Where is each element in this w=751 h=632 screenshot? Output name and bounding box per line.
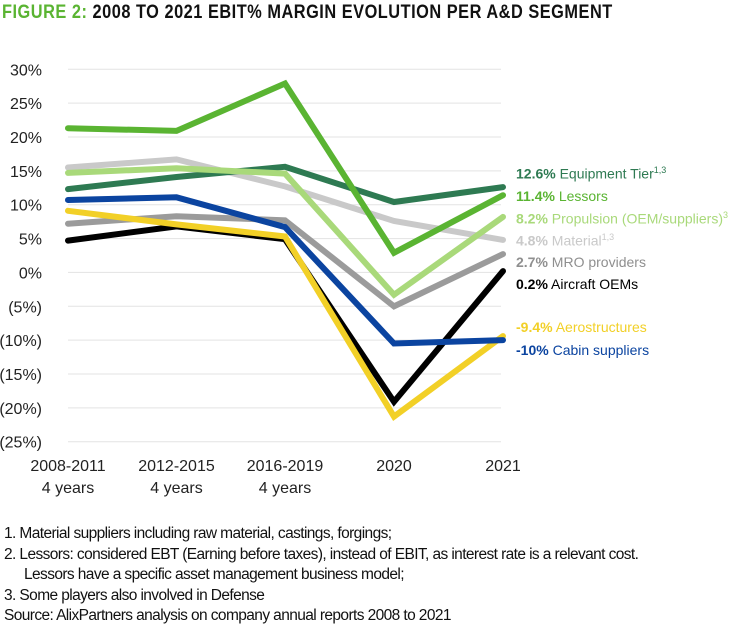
figure-title: FIGURE 2: 2008 TO 2021 EBIT% MARGIN EVOL… bbox=[2, 2, 613, 24]
series-line-propulsion-oem-suppliers- bbox=[65, 165, 506, 299]
series-line-cabin-suppliers bbox=[65, 194, 506, 347]
series-name: Cabin suppliers bbox=[548, 342, 650, 358]
series-line-lessors bbox=[65, 79, 506, 257]
series-label: 8.2% Propulsion (OEM/suppliers)3 bbox=[516, 210, 728, 227]
series-end-value: -10% bbox=[516, 342, 549, 358]
series-end-value: 0.2% bbox=[516, 276, 548, 292]
footnote-ref: 1,3 bbox=[601, 232, 615, 242]
series-end-value: 4.8% bbox=[516, 232, 548, 249]
series-name: Aerostructures bbox=[552, 319, 647, 335]
footnotes: 1. Material suppliers including raw mate… bbox=[4, 524, 639, 627]
x-tick-label: 2012-2015 bbox=[138, 458, 215, 475]
series-name: Lessors bbox=[554, 188, 608, 204]
footnote-3: 3. Some players also involved in Defense bbox=[4, 586, 265, 604]
y-tick-label: 25% bbox=[10, 96, 42, 113]
series-name: Aircraft OEMs bbox=[547, 276, 639, 292]
series-label: 4.8% Material1,3 bbox=[516, 232, 614, 249]
line-chart: 30% 25% 20% 15% 10% 5% 0% (5%) (10%) (15%) (20%) (2… bbox=[0, 62, 521, 497]
series-name: Propulsion (OEM/suppliers) bbox=[547, 210, 723, 227]
series-label: -10% Cabin suppliers bbox=[516, 342, 649, 358]
y-tick-label: 10% bbox=[10, 198, 42, 215]
series-name: Equipment Tier bbox=[555, 165, 654, 182]
series-name: Material bbox=[547, 232, 602, 249]
source-note: Source: AlixPartners analysis on company… bbox=[4, 607, 451, 625]
series-label: 12.6% Equipment Tier1,3 bbox=[516, 165, 666, 182]
footnote-ref: 1,3 bbox=[653, 165, 667, 175]
series-end-value: -9.4% bbox=[516, 319, 553, 335]
y-tick-label: (5%) bbox=[8, 299, 42, 316]
series-line-equipment-tier bbox=[65, 163, 506, 206]
y-tick-label: 0% bbox=[19, 265, 42, 282]
series-label: 11.4% Lessors bbox=[516, 188, 608, 204]
series-end-value: 12.6% bbox=[516, 165, 556, 182]
y-tick-label: 5% bbox=[19, 232, 42, 249]
figure-title-text: 2008 TO 2021 EBIT% MARGIN EVOLUTION PER … bbox=[92, 2, 613, 23]
y-tick-label: (15%) bbox=[0, 367, 42, 384]
x-tick-label: 4 years bbox=[150, 480, 202, 497]
series-line-aircraft-oems bbox=[65, 223, 506, 407]
series-end-value: 11.4% bbox=[516, 188, 555, 204]
y-tick-label: (20%) bbox=[0, 401, 42, 418]
y-tick-label: 15% bbox=[10, 164, 42, 181]
y-tick-label: 30% bbox=[10, 62, 42, 79]
footnote-ref: 3 bbox=[722, 210, 728, 220]
footnote-2: 2. Lessors: considered EBT (Earning befo… bbox=[4, 545, 639, 563]
y-tick-label: (25%) bbox=[0, 435, 42, 452]
x-tick-label: 2021 bbox=[485, 458, 521, 475]
series-label: 2.7% MRO providers bbox=[516, 254, 646, 270]
x-tick-label: 2016-2019 bbox=[247, 458, 324, 475]
series-end-value: 8.2% bbox=[516, 210, 548, 227]
series-name: MRO providers bbox=[547, 254, 646, 270]
series-label: 0.2% Aircraft OEMs bbox=[516, 276, 638, 292]
footnote-2-cont: Lessors have a specific asset management… bbox=[24, 566, 405, 584]
x-tick-label: 4 years bbox=[42, 480, 94, 497]
series-line-material bbox=[65, 156, 506, 243]
footnote-1: 1. Material suppliers including raw mate… bbox=[4, 525, 392, 542]
series-line-aerostructures bbox=[65, 207, 506, 421]
x-tick-label: 2008-2011 bbox=[30, 458, 105, 475]
y-tick-label: (10%) bbox=[0, 333, 42, 350]
x-tick-label: 4 years bbox=[259, 480, 311, 497]
series-end-value: 2.7% bbox=[516, 254, 548, 270]
y-tick-label: 20% bbox=[10, 130, 42, 147]
figure-number: FIGURE 2: bbox=[2, 2, 88, 23]
series-label: -9.4% Aerostructures bbox=[516, 319, 647, 335]
x-tick-label: 2020 bbox=[376, 458, 412, 475]
